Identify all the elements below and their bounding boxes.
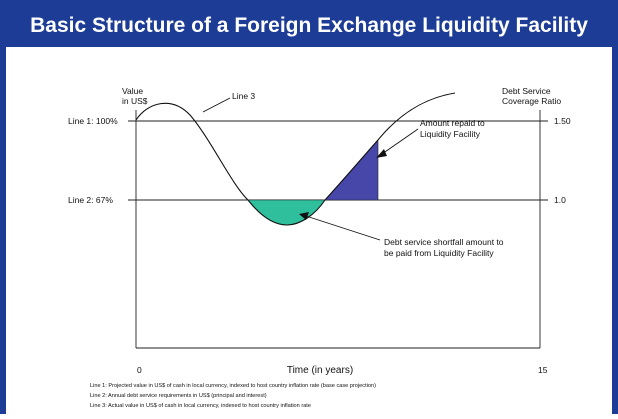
repaid-note: Liquidity Facility <box>420 129 481 139</box>
x-axis-label: Time (in years) <box>287 365 353 376</box>
x-start: 0 <box>137 365 142 375</box>
repaid-arrowhead <box>376 149 387 158</box>
line-3-leader <box>202 97 231 113</box>
shortfall-note: be paid from Liquidity Facility <box>384 248 494 258</box>
line-2-right-label: 1.0 <box>554 195 566 205</box>
line-3-curve <box>135 92 456 226</box>
left-axis-label: Value <box>122 86 143 96</box>
axes <box>128 110 548 349</box>
title: Basic Structure of a Foreign Exchange Li… <box>30 14 588 37</box>
shortfall-arrowhead <box>299 212 309 220</box>
x-end: 15 <box>538 365 548 375</box>
left-axis-label: in US$ <box>122 96 148 106</box>
repaid-arrow <box>381 128 419 155</box>
line-1-right-label: 1.50 <box>554 116 571 126</box>
leaders <box>202 97 419 241</box>
curve-label: Line 3 <box>232 91 255 101</box>
shortfall-note: Debt service shortfall amount to <box>384 237 504 247</box>
footnote: Line 3: Actual value in US$ of cash in l… <box>90 403 311 409</box>
panel <box>6 47 612 414</box>
line-1-label: Line 1: 100% <box>68 116 118 126</box>
repaid-note: Amount repaid to <box>420 118 485 128</box>
shortfall-arrow <box>305 215 381 241</box>
line-2-label: Line 2: 67% <box>68 195 113 205</box>
footnote: Line 1: Projected value in US$ of cash i… <box>90 383 376 389</box>
right-axis-label: Coverage Ratio <box>502 96 561 106</box>
footnote: Line 2: Annual debt service requirements… <box>90 393 267 399</box>
right-axis-label: Debt Service <box>502 86 551 96</box>
